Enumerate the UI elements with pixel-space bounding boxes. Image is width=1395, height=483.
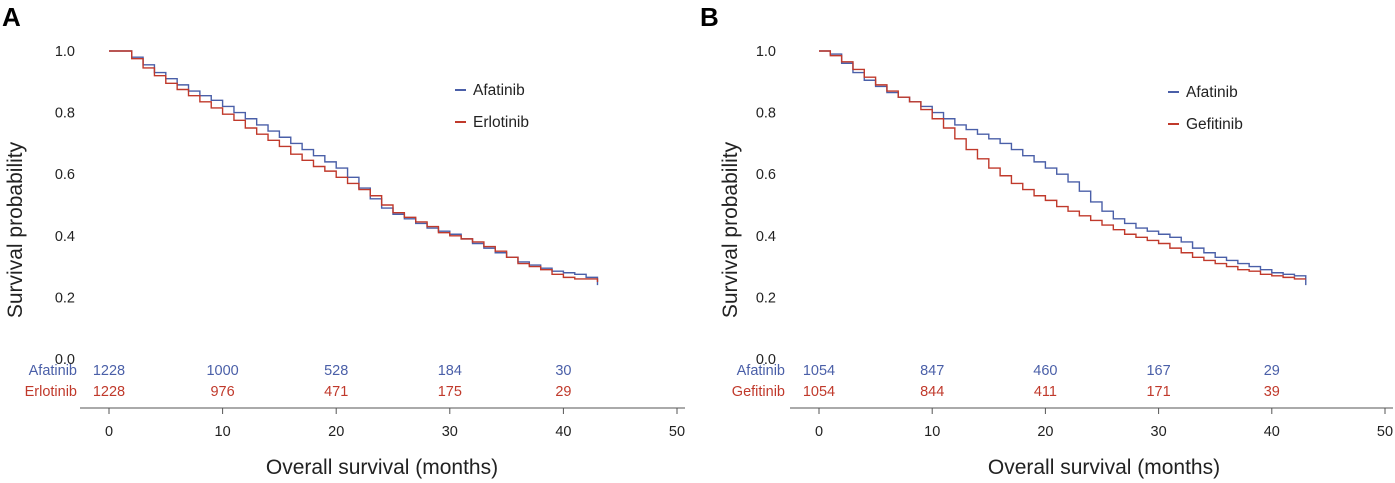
km-curve-gefitinib <box>819 50 1306 280</box>
risk-count: 29 <box>1264 363 1280 379</box>
x-ticks-a: 0 10 20 30 40 50 <box>80 407 685 440</box>
y-tick-label: 1.0 <box>756 44 776 60</box>
x-tick-label: 10 <box>924 424 940 440</box>
x-tick-label: 30 <box>442 424 458 440</box>
curves-b <box>819 50 1307 286</box>
risk-count: 29 <box>555 384 571 400</box>
y-tick-label: 0.6 <box>55 167 75 183</box>
risk-count: 471 <box>324 384 348 400</box>
y-tick-label: 0.4 <box>55 229 75 245</box>
risk-row-name-gefitinib: Gefitinib <box>732 384 785 400</box>
y-tick-label: 0.8 <box>55 106 75 122</box>
x-tick-label: 40 <box>1264 424 1280 440</box>
legend-a: Afatinib Erlotinib <box>455 82 529 131</box>
risk-count: 460 <box>1033 363 1057 379</box>
legend-label-erlotinib: Erlotinib <box>473 114 529 131</box>
y-ticks-a: 0.0 0.2 0.4 0.6 0.8 1.0 <box>55 44 75 368</box>
risk-count: 528 <box>324 363 348 379</box>
risk-count: 411 <box>1034 384 1057 400</box>
risk-count: 1000 <box>206 363 238 379</box>
legend-label-afatinib: Afatinib <box>1186 84 1238 101</box>
x-tick-label: 50 <box>669 424 685 440</box>
risk-count: 1228 <box>93 384 125 400</box>
risk-row-name-afatinib: Afatinib <box>737 363 785 379</box>
risk-row-name-afatinib: Afatinib <box>29 363 77 379</box>
legend-label-gefitinib: Gefitinib <box>1186 116 1243 133</box>
risk-table-b: Afatinib 1054 847 460 167 29 Gefitinib 1054 844 4… <box>732 363 1280 400</box>
risk-table-a: Afatinib 1228 1000 528 184 30 Erlotinib 1228 976… <box>25 363 572 400</box>
x-axis-title-b: Overall survival (months) <box>988 456 1220 479</box>
x-tick-label: 10 <box>215 424 231 440</box>
panel-label-a: A <box>2 2 21 32</box>
km-curve-erlotinib <box>109 50 599 282</box>
risk-count: 171 <box>1146 384 1170 400</box>
x-tick-label: 0 <box>105 424 113 440</box>
risk-count: 30 <box>555 363 571 379</box>
legend-b: Afatinib Gefitinib <box>1168 84 1243 133</box>
risk-count: 39 <box>1264 384 1280 400</box>
risk-count: 976 <box>210 384 234 400</box>
panel-b: B Survival probability Overall survival … <box>700 2 1393 479</box>
risk-count: 1228 <box>93 363 125 379</box>
y-tick-label: 0.6 <box>756 167 776 183</box>
x-tick-label: 40 <box>555 424 571 440</box>
y-tick-label: 0.2 <box>55 290 75 306</box>
risk-count: 1054 <box>803 384 835 400</box>
risk-count: 175 <box>438 384 462 400</box>
y-tick-label: 0.0 <box>756 352 776 368</box>
x-axis-title-a: Overall survival (months) <box>266 456 498 479</box>
risk-count: 844 <box>920 384 944 400</box>
panel-label-b: B <box>700 2 719 32</box>
x-tick-label: 20 <box>1037 424 1053 440</box>
risk-row-name-erlotinib: Erlotinib <box>25 384 77 400</box>
risk-count: 167 <box>1146 363 1170 379</box>
y-tick-label: 0.2 <box>756 290 776 306</box>
risk-count: 184 <box>438 363 462 379</box>
x-tick-label: 0 <box>815 424 823 440</box>
risk-count: 1054 <box>803 363 835 379</box>
y-tick-label: 0.0 <box>55 352 75 368</box>
y-tick-label: 0.4 <box>756 229 776 245</box>
x-tick-label: 20 <box>328 424 344 440</box>
y-tick-label: 1.0 <box>55 44 75 60</box>
y-axis-title-b: Survival probability <box>719 141 742 318</box>
legend-label-afatinib: Afatinib <box>473 82 525 99</box>
risk-count: 847 <box>920 363 944 379</box>
x-tick-label: 30 <box>1151 424 1167 440</box>
panel-a: A Survival probability Overall survival … <box>2 2 685 479</box>
curves-a <box>109 50 599 286</box>
y-tick-label: 0.8 <box>756 106 776 122</box>
x-ticks-b: 0 10 20 30 40 50 <box>790 407 1393 440</box>
y-axis-title-a: Survival probability <box>4 141 27 318</box>
x-tick-label: 50 <box>1377 424 1393 440</box>
y-ticks-b: 0.0 0.2 0.4 0.6 0.8 1.0 <box>756 44 776 368</box>
